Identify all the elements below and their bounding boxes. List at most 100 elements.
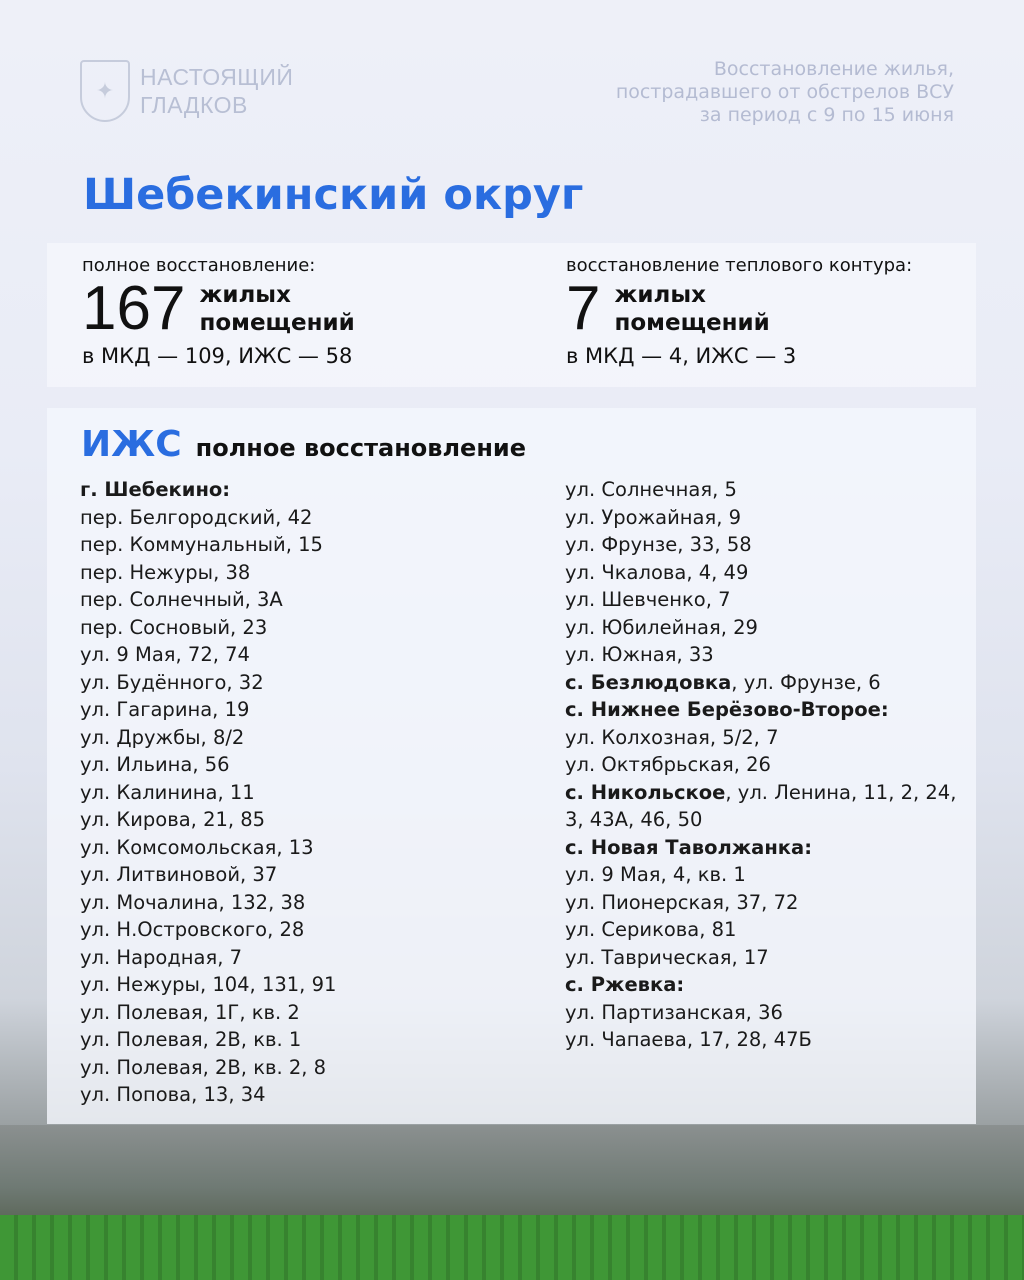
- address-item: ул. Колхозная, 5/2, 7: [565, 724, 965, 752]
- address-item: с. Никольское, ул. Ленина, 11, 2, 24,: [565, 779, 965, 807]
- stat-label: восстановление теплового контура:: [566, 255, 913, 276]
- stat-full: полное восстановление: 167 жилых помещени…: [82, 255, 355, 368]
- address-text: ул. Полевая, 1Г, кв. 2: [80, 1000, 300, 1024]
- address-text: ул. Шевченко, 7: [565, 588, 731, 611]
- address-item: ул. Народная, 7: [80, 944, 336, 972]
- address-item: ул. Ильина, 56: [80, 751, 336, 779]
- address-text: ул. Литвиновой, 37: [80, 863, 278, 886]
- address-text: ул. Народная, 7: [80, 945, 243, 969]
- address-text: ул. Пионерская, 37, 72: [565, 890, 799, 914]
- stat-unit: жилых: [199, 282, 291, 308]
- address-item: пер. Нежуры, 38: [80, 559, 336, 587]
- address-text: ул. Будённого, 32: [80, 670, 264, 694]
- address-item: ул. Таврическая, 17: [565, 944, 965, 972]
- address-text: пер. Нежуры, 38: [80, 560, 251, 584]
- stat-breakdown: в МКД — 109, ИЖС — 58: [82, 344, 353, 368]
- address-item: пер. Коммунальный, 15: [80, 531, 336, 559]
- stat-label: полное восстановление:: [82, 255, 316, 276]
- coat-of-arms-icon: ✦: [80, 60, 130, 122]
- address-item: ул. Серикова, 81: [565, 916, 965, 944]
- address-item: ул. Полевая, 2В, кв. 2, 8: [80, 1054, 336, 1082]
- address-text: ул. Ильина, 56: [80, 753, 230, 776]
- address-text: ул. Калинина, 11: [80, 780, 255, 804]
- page-title: Шебекинский округ: [83, 170, 584, 220]
- address-item: ул. Будённого, 32: [80, 669, 336, 697]
- logo: ✦ НАСТОЯЩИЙ ГЛАДКОВ: [80, 60, 293, 122]
- address-item: ул. Шевченко, 7: [565, 586, 965, 614]
- address-text: ул. Н.Островского, 28: [80, 918, 305, 941]
- address-item: ул. Литвиновой, 37: [80, 861, 336, 889]
- address-text: ул. Чкалова, 4, 49: [565, 560, 749, 584]
- address-text: ул. Октябрьская, 26: [565, 753, 771, 776]
- address-text: ул. Мочалина, 132, 38: [80, 890, 306, 914]
- address-item: ул. Октябрьская, 26: [565, 751, 965, 779]
- list-heading: полное восстановление: [195, 434, 526, 462]
- address-item: ул. Калинина, 11: [80, 779, 336, 807]
- address-text: ул. Полевая, 2В, кв. 2, 8: [80, 1055, 327, 1079]
- locality-name: с. Нижнее Берёзово-Второе:: [565, 698, 889, 721]
- address-item: с. Безлюдовка, ул. Фрунзе, 6: [565, 669, 965, 697]
- address-item: ул. Попова, 13, 34: [80, 1081, 336, 1109]
- address-text: ул. Фрунзе, 33, 58: [565, 533, 752, 556]
- address-text: , ул. Ленина, 11, 2, 24,: [725, 780, 957, 804]
- fence-photo: [0, 1215, 1024, 1280]
- address-text: ул. Попова, 13, 34: [80, 1083, 266, 1106]
- address-item: ул. Солнечная, 5: [565, 476, 965, 504]
- address-item: пер. Сосновый, 23: [80, 614, 336, 642]
- address-text: пер. Коммунальный, 15: [80, 533, 323, 556]
- address-item: г. Шебекино:: [80, 476, 336, 504]
- address-item: с. Ржевка:: [565, 971, 965, 999]
- address-text: ул. Гагарина, 19: [80, 698, 250, 721]
- address-text: ул. Серикова, 81: [565, 918, 737, 941]
- address-item: ул. Кирова, 21, 85: [80, 806, 336, 834]
- stats-panel: полное восстановление: 167 жилых помещени…: [47, 243, 976, 387]
- address-item: ул. Пионерская, 37, 72: [565, 889, 965, 917]
- address-item: ул. Комсомольская, 13: [80, 834, 336, 862]
- address-text: ул. Дружбы, 8/2: [80, 725, 245, 749]
- address-text: пер. Сосновый, 23: [80, 615, 268, 639]
- address-text: ул. Солнечная, 5: [565, 478, 737, 501]
- subtitle-line: Восстановление жилья,: [713, 58, 954, 80]
- address-text: ул. Кирова, 21, 85: [80, 808, 266, 831]
- address-text: ул. Урожайная, 9: [565, 505, 742, 529]
- address-item: с. Новая Таволжанка:: [565, 834, 965, 862]
- locality-name: с. Безлюдовка: [565, 670, 732, 694]
- locality-name: с. Новая Таволжанка:: [565, 835, 812, 859]
- stat-thermal: восстановление теплового контура: 7 жилы…: [566, 255, 912, 368]
- subtitle-line: за период с 9 по 15 июня: [699, 104, 954, 126]
- address-column-left: г. Шебекино: пер. Белгородский, 42 пер. Ко…: [80, 476, 336, 1109]
- address-item: ул. Фрунзе, 33, 58: [565, 531, 965, 559]
- logo-line-2: ГЛАДКОВ: [140, 92, 248, 118]
- address-item: ул. Нежуры, 104, 131, 91: [80, 971, 336, 999]
- list-heading-accent: ИЖС: [81, 424, 182, 465]
- stat-unit: помещений: [199, 310, 355, 336]
- stat-number: 7: [566, 274, 601, 343]
- address-item: ул. Полевая, 2В, кв. 1: [80, 1026, 336, 1054]
- address-text: ул. Южная, 33: [565, 643, 714, 666]
- address-text: ул. Юбилейная, 29: [565, 615, 758, 639]
- address-item: ул. Южная, 33: [565, 641, 965, 669]
- locality-name: с. Ржевка:: [565, 973, 685, 996]
- address-text: ул. Колхозная, 5/2, 7: [565, 725, 779, 749]
- address-item: ул. Дружбы, 8/2: [80, 724, 336, 752]
- stat-number: 167: [82, 274, 186, 343]
- address-text: ул. Таврическая, 17: [565, 945, 769, 969]
- address-item: ул. Чапаева, 17, 28, 47Б: [565, 1026, 965, 1054]
- address-item: ул. Партизанская, 36: [565, 999, 965, 1027]
- address-text: пер. Солнечный, 3А: [80, 588, 283, 611]
- address-text: , ул. Фрунзе, 6: [731, 670, 881, 694]
- stat-breakdown: в МКД — 4, ИЖС — 3: [566, 344, 797, 368]
- address-text: ул. Партизанская, 36: [565, 1000, 783, 1024]
- address-item: ул. Полевая, 1Г, кв. 2: [80, 999, 336, 1027]
- address-item: пер. Белгородский, 42: [80, 504, 336, 532]
- address-column-right: ул. Солнечная, 5 ул. Урожайная, 9 ул. Фрун…: [565, 476, 965, 1054]
- address-text: пер. Белгородский, 42: [80, 505, 313, 529]
- address-item: ул. Н.Островского, 28: [80, 916, 336, 944]
- address-item: с. Нижнее Берёзово-Второе:: [565, 696, 965, 724]
- address-text: ул. Нежуры, 104, 131, 91: [80, 973, 337, 996]
- address-item: ул. Гагарина, 19: [80, 696, 336, 724]
- locality-name: с. Никольское: [565, 780, 726, 804]
- address-item: ул. 9 Мая, 4, кв. 1: [565, 861, 965, 889]
- address-item: ул. Урожайная, 9: [565, 504, 965, 532]
- address-item: пер. Солнечный, 3А: [80, 586, 336, 614]
